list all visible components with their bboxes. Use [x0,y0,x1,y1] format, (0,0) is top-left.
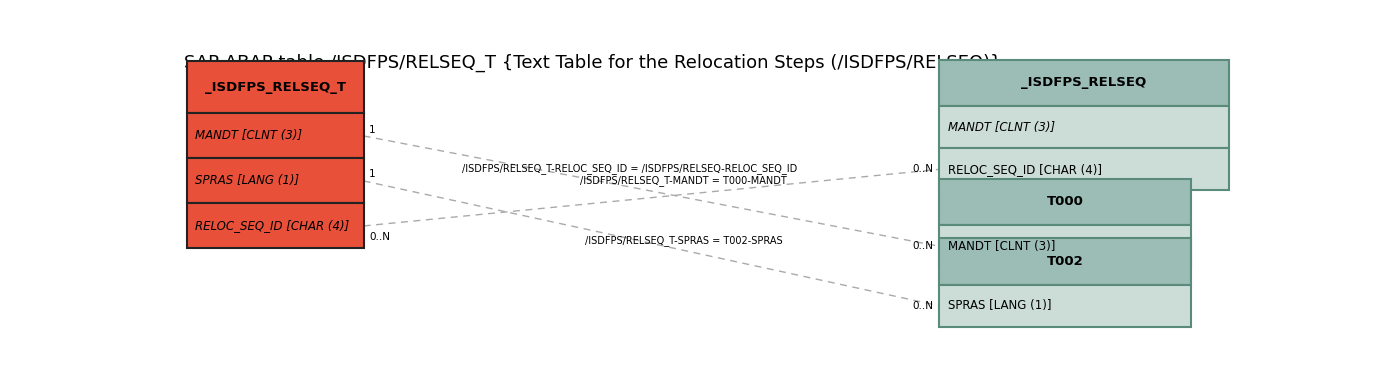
Text: MANDT [CLNT (3)]: MANDT [CLNT (3)] [195,129,303,143]
FancyBboxPatch shape [939,60,1228,106]
FancyBboxPatch shape [939,148,1228,190]
FancyBboxPatch shape [187,61,364,113]
Text: RELOC_SEQ_ID [CHAR (4)]: RELOC_SEQ_ID [CHAR (4)] [947,163,1102,176]
Text: SPRAS [LANG (1)]: SPRAS [LANG (1)] [947,299,1051,312]
Text: 0..N: 0..N [913,164,934,174]
FancyBboxPatch shape [187,158,364,204]
Text: T000: T000 [1047,196,1084,208]
Text: /ISDFPS/RELSEQ_T-RELOC_SEQ_ID = /ISDFPS/RELSEQ-RELOC_SEQ_ID: /ISDFPS/RELSEQ_T-RELOC_SEQ_ID = /ISDFPS/… [462,163,798,174]
FancyBboxPatch shape [187,204,364,248]
FancyBboxPatch shape [187,113,364,158]
Text: _ISDFPS_RELSEQ_T: _ISDFPS_RELSEQ_T [205,81,346,94]
Text: MANDT [CLNT (3)]: MANDT [CLNT (3)] [947,121,1055,134]
Text: /ISDFPS/RELSEQ_T-SPRAS = T002-SPRAS: /ISDFPS/RELSEQ_T-SPRAS = T002-SPRAS [585,235,783,246]
FancyBboxPatch shape [939,179,1191,225]
FancyBboxPatch shape [939,225,1191,267]
Text: 0..N: 0..N [913,241,934,251]
FancyBboxPatch shape [939,238,1191,285]
Text: /ISDFPS/RELSEQ_T-MANDT = T000-MANDT: /ISDFPS/RELSEQ_T-MANDT = T000-MANDT [581,176,787,186]
Text: RELOC_SEQ_ID [CHAR (4)]: RELOC_SEQ_ID [CHAR (4)] [195,219,350,233]
Text: 0..N: 0..N [913,301,934,311]
FancyBboxPatch shape [939,285,1191,327]
Text: MANDT [CLNT (3)]: MANDT [CLNT (3)] [947,240,1055,253]
Text: 1: 1 [369,170,376,179]
Text: SPRAS [LANG (1)]: SPRAS [LANG (1)] [195,175,300,187]
Text: SAP ABAP table /ISDFPS/RELSEQ_T {Text Table for the Relocation Steps (/ISDFPS/RE: SAP ABAP table /ISDFPS/RELSEQ_T {Text Ta… [184,54,1001,72]
Text: 0..N: 0..N [369,232,390,242]
FancyBboxPatch shape [939,106,1228,148]
Text: _ISDFPS_RELSEQ: _ISDFPS_RELSEQ [1021,77,1147,89]
Text: T002: T002 [1047,255,1083,268]
Text: 1: 1 [369,124,376,135]
